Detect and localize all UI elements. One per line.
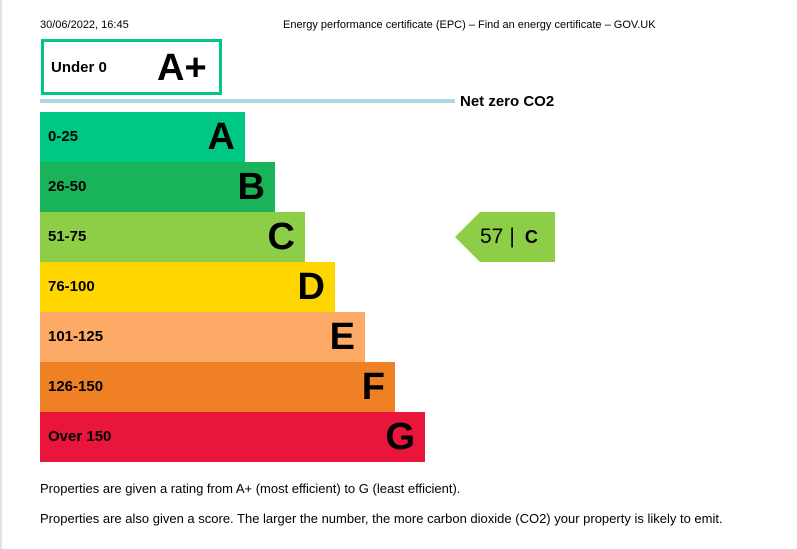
net-zero-label: Net zero CO2 <box>460 93 555 110</box>
score-separator: | <box>509 225 515 248</box>
band-range-label: 26-50 <box>48 178 87 195</box>
rating-explanation-text: Properties are given a rating from A+ (m… <box>40 481 461 496</box>
page-left-border <box>0 0 2 549</box>
band-range-label: Under 0 <box>51 59 107 76</box>
rating-band-f: 126-150 F <box>40 362 395 412</box>
band-range-label: 76-100 <box>48 278 95 295</box>
score-value: 57 <box>480 225 504 248</box>
band-letter: D <box>297 266 325 308</box>
band-range-label: 0-25 <box>48 128 79 145</box>
band-range-label: 101-125 <box>48 328 104 345</box>
rating-band-a: 0-25 A <box>40 112 245 162</box>
print-page-title: Energy performance certificate (EPC) – F… <box>283 19 656 31</box>
rating-band-a-plus: Under 0 A+ <box>41 39 222 95</box>
band-range-label: Over 150 <box>48 428 112 445</box>
band-letter: F <box>361 366 385 408</box>
band-letter: C <box>267 216 295 258</box>
score-letter: C <box>524 227 538 247</box>
band-range-label: 51-75 <box>48 228 87 245</box>
band-range-label: 126-150 <box>48 378 104 395</box>
net-zero-line <box>40 99 455 103</box>
score-arrow <box>455 212 555 262</box>
band-letter: A+ <box>157 47 207 89</box>
rating-band-g: Over 150 G <box>40 412 425 462</box>
band-letter: G <box>385 416 415 458</box>
rating-band-e: 101-125 E <box>40 312 365 362</box>
current-score-indicator: 57 | C <box>480 225 538 249</box>
score-arrow-shape <box>455 212 555 262</box>
rating-band-c: 51-75 C <box>40 212 305 262</box>
score-explanation-text: Properties are also given a score. The l… <box>40 511 723 526</box>
band-letter: E <box>329 316 355 358</box>
rating-band-b: 26-50 B <box>40 162 275 212</box>
print-date: 30/06/2022, 16:45 <box>40 19 129 31</box>
rating-band-d: 76-100 D <box>40 262 335 312</box>
band-letter: A <box>207 116 235 158</box>
band-letter: B <box>237 166 265 208</box>
